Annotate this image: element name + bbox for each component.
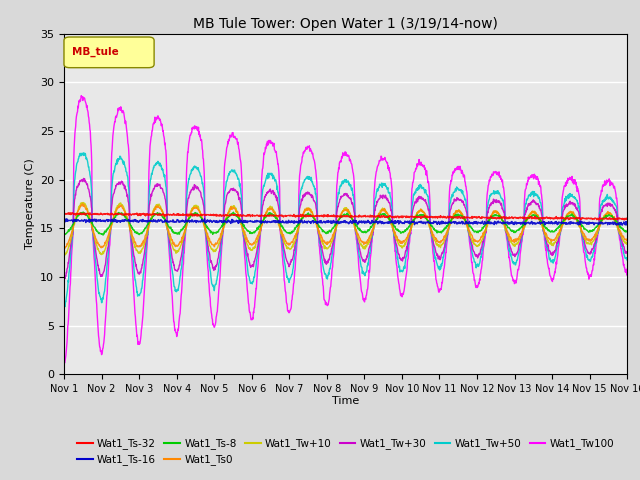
Title: MB Tule Tower: Open Water 1 (3/19/14-now): MB Tule Tower: Open Water 1 (3/19/14-now… (193, 17, 498, 31)
Wat1_Ts-16 (300, 220, 307, 226)
Wat1_Ts0 (623, 237, 631, 243)
Wat1_Ts-8 (300, 214, 308, 219)
Line: Wat1_Ts-16: Wat1_Ts-16 (64, 219, 627, 225)
Wat1_Ts-32 (300, 212, 307, 218)
Wat1_Tw100 (300, 151, 308, 156)
Wat1_Ts0 (300, 209, 308, 215)
Wat1_Tw+50 (61, 304, 69, 310)
Wat1_Ts0 (322, 240, 330, 246)
X-axis label: Time: Time (332, 396, 359, 406)
Wat1_Tw+50 (381, 180, 389, 186)
Wat1_Tw+10 (60, 251, 68, 256)
Wat1_Ts-16 (623, 221, 631, 227)
Wat1_Tw100 (312, 166, 319, 171)
Wat1_Tw+30 (104, 243, 112, 249)
Wat1_Tw+10 (127, 232, 135, 238)
Wat1_Tw+50 (300, 180, 308, 185)
Line: Wat1_Tw+50: Wat1_Tw+50 (64, 153, 627, 307)
Wat1_Tw+30 (623, 251, 631, 256)
Wat1_Ts-32 (381, 214, 388, 220)
Wat1_Ts0 (79, 201, 86, 207)
Wat1_Tw100 (61, 360, 68, 366)
Wat1_Tw+50 (312, 191, 319, 197)
Wat1_Ts-32 (623, 215, 631, 221)
Wat1_Ts0 (61, 245, 68, 251)
Wat1_Ts-16 (201, 216, 209, 222)
Wat1_Tw+10 (80, 200, 88, 205)
Wat1_Tw100 (77, 93, 85, 98)
Wat1_Tw+30 (60, 275, 68, 281)
Wat1_Tw+50 (104, 249, 112, 254)
Wat1_Ts-16 (311, 219, 319, 225)
Wat1_Tw+30 (312, 200, 319, 206)
Wat1_Tw100 (322, 302, 330, 308)
Wat1_Ts-32 (321, 213, 329, 219)
Wat1_Ts0 (104, 232, 112, 238)
Wat1_Ts0 (381, 208, 389, 214)
Wat1_Tw+10 (300, 210, 308, 216)
Wat1_Tw+10 (322, 245, 330, 251)
Wat1_Tw+30 (127, 232, 135, 238)
Wat1_Tw+10 (61, 252, 69, 258)
Wat1_Ts-8 (322, 230, 330, 236)
Wat1_Tw100 (127, 245, 135, 251)
Wat1_Tw100 (60, 360, 68, 365)
Wat1_Tw100 (381, 156, 389, 162)
Wat1_Ts-8 (312, 217, 319, 223)
Wat1_Ts-16 (127, 219, 134, 225)
Line: Wat1_Tw+30: Wat1_Tw+30 (64, 179, 627, 278)
Wat1_Ts-16 (381, 220, 388, 226)
Wat1_Tw+10 (312, 218, 319, 224)
Line: Wat1_Ts-32: Wat1_Ts-32 (64, 213, 627, 220)
Wat1_Ts-32 (127, 212, 134, 217)
Wat1_Tw100 (104, 265, 112, 271)
Line: Wat1_Ts-8: Wat1_Ts-8 (64, 212, 627, 235)
Wat1_Tw+10 (104, 237, 112, 242)
Wat1_Ts-8 (381, 211, 389, 217)
Wat1_Ts-32 (620, 217, 628, 223)
Wat1_Ts-8 (79, 209, 87, 215)
Wat1_Ts0 (60, 244, 68, 250)
Text: MB_tule: MB_tule (72, 47, 119, 58)
Wat1_Tw+30 (61, 276, 69, 281)
Wat1_Ts-8 (623, 228, 631, 234)
Wat1_Ts-32 (86, 210, 94, 216)
Wat1_Tw100 (623, 271, 631, 277)
Wat1_Tw+10 (381, 207, 389, 213)
Wat1_Ts-8 (99, 232, 107, 238)
Line: Wat1_Ts0: Wat1_Ts0 (64, 204, 627, 248)
Wat1_Ts-16 (618, 222, 626, 228)
Wat1_Ts-8 (60, 231, 68, 237)
Line: Wat1_Tw100: Wat1_Tw100 (64, 96, 627, 363)
FancyBboxPatch shape (64, 37, 154, 68)
Wat1_Ts-8 (127, 223, 135, 228)
Wat1_Tw+10 (623, 241, 631, 247)
Wat1_Tw+30 (381, 192, 389, 198)
Wat1_Tw+30 (322, 258, 330, 264)
Wat1_Tw+50 (60, 302, 68, 308)
Legend: Wat1_Ts-32, Wat1_Ts-16, Wat1_Ts-8, Wat1_Ts0, Wat1_Tw+10, Wat1_Tw+30, Wat1_Tw+50,: Wat1_Ts-32, Wat1_Ts-16, Wat1_Ts-8, Wat1_… (73, 434, 618, 469)
Wat1_Ts-16 (321, 220, 329, 226)
Wat1_Tw+50 (80, 150, 88, 156)
Wat1_Ts-16 (60, 218, 68, 224)
Wat1_Ts-32 (60, 212, 68, 217)
Wat1_Ts-32 (311, 214, 319, 219)
Y-axis label: Temperature (C): Temperature (C) (24, 158, 35, 250)
Wat1_Tw+50 (322, 271, 330, 277)
Wat1_Ts-16 (104, 218, 111, 224)
Wat1_Ts-8 (104, 225, 112, 231)
Wat1_Tw+30 (300, 192, 308, 198)
Wat1_Ts0 (127, 228, 135, 233)
Wat1_Tw+50 (127, 238, 135, 244)
Wat1_Ts-32 (104, 212, 112, 217)
Wat1_Tw+30 (80, 176, 88, 181)
Line: Wat1_Tw+10: Wat1_Tw+10 (64, 203, 627, 255)
Wat1_Tw+50 (623, 257, 631, 263)
Wat1_Ts0 (312, 217, 319, 223)
